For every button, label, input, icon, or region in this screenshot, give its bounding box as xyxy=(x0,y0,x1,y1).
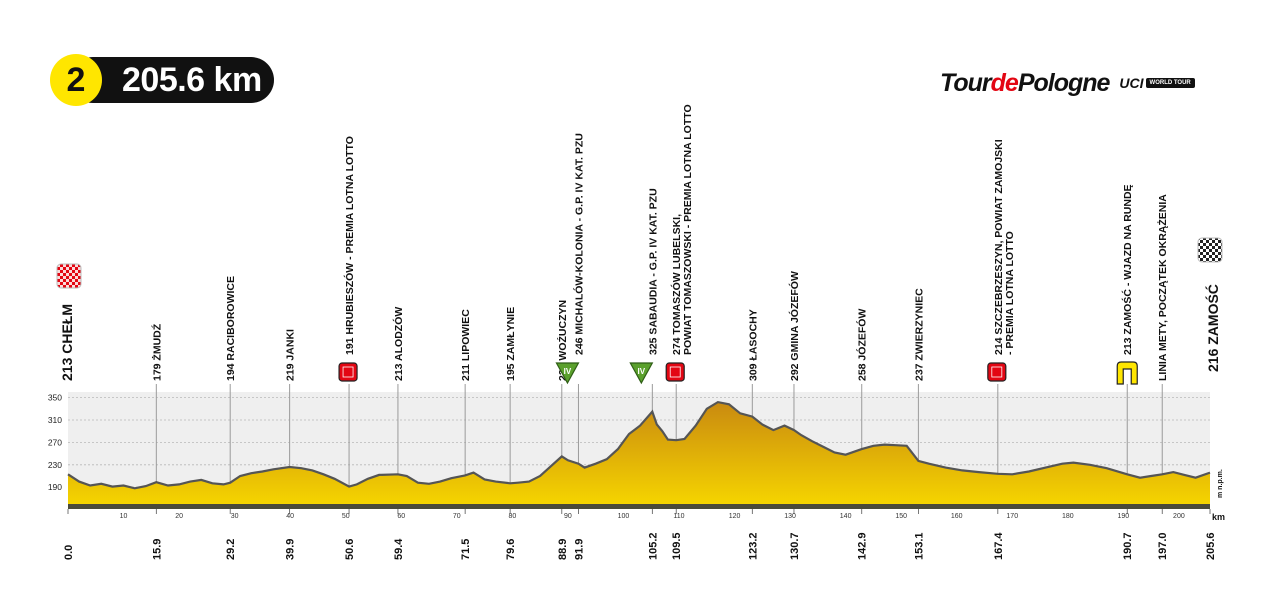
tour-de-pologne-logo: TourdePologne UCI WORLD TOUR xyxy=(940,66,1195,100)
x-tick-label: 200 xyxy=(1173,513,1185,520)
point-label: 211 LIPOWIEC xyxy=(460,309,472,381)
point-label: 274 TOMASZÓW LUBELSKI, xyxy=(670,214,683,355)
x-tick-label: 100 xyxy=(618,513,630,520)
point-label: 258 JÓZEFÓW xyxy=(856,309,869,381)
x-tick-label: 60 xyxy=(397,513,405,520)
kom-category: IV xyxy=(564,367,572,376)
point-label: 292 GMINA JÓZEFÓW xyxy=(788,271,801,381)
x-tick-label: 110 xyxy=(673,513,684,520)
logo-tour: Tour xyxy=(940,68,992,97)
kom-category: IV xyxy=(638,367,646,376)
finish-flag-icon xyxy=(1197,237,1223,263)
road-baseline xyxy=(68,504,1210,509)
sprint-marker-inner xyxy=(669,366,681,378)
km-marker-label: 91.9 xyxy=(573,539,585,560)
lap-marker xyxy=(1116,361,1138,385)
x-axis-unit: km xyxy=(1212,512,1225,522)
worldtour-badge: WORLD TOUR xyxy=(1145,78,1195,88)
km-marker-label: 105.2 xyxy=(647,532,659,560)
km-marker-label: 39.9 xyxy=(285,539,297,560)
y-axis-unit: m n.p.m. xyxy=(1217,469,1224,498)
x-tick-label: 160 xyxy=(951,513,963,520)
km-marker-label: 130.7 xyxy=(789,532,801,560)
x-tick-label: 50 xyxy=(342,513,350,520)
km-marker-label: 109.5 xyxy=(671,532,683,560)
start-finish: 213 CHEŁM 216 ZAMOŚĆ xyxy=(56,237,1223,381)
point-label: 213 ZAMOŚĆ - WJAZD NA RUNDĘ xyxy=(1121,184,1134,355)
logo-de: de xyxy=(990,68,1019,97)
x-tick-label: 120 xyxy=(729,513,741,520)
point-label: 213 ALODZÓW xyxy=(392,307,405,381)
x-tick-label: 190 xyxy=(1118,513,1130,520)
point-label-line2: POWIAT TOMASZOWSKI - PREMIA LOTNA LOTTO xyxy=(682,104,694,355)
logo-pologne: Pologne xyxy=(1017,68,1111,97)
km-marker-label: 205.6 xyxy=(1205,532,1217,560)
profile-line xyxy=(67,400,1211,490)
point-label: 214 SZCZEBRZESZYN, POWIAT ZAMOJSKI xyxy=(993,139,1005,355)
stage-badge: 2 205.6 km xyxy=(50,54,274,106)
point-label: 309 ŁASOCHY xyxy=(747,309,759,381)
x-tick-label: 90 xyxy=(564,513,572,520)
km-markers: 0.0 15.9 29.2 39.9 50.6 59.4 71.5 79.6 88.9 91.9 1… xyxy=(63,509,1217,560)
point-label: 191 HRUBIESZÓW - PREMIA LOTNA LOTTO xyxy=(343,136,356,355)
x-tick-label: 150 xyxy=(895,513,907,520)
sprint-marker-inner xyxy=(342,366,354,378)
x-tick-label: 70 xyxy=(453,513,461,520)
point-label: 232 WOŹUCZYN xyxy=(556,300,569,381)
km-marker-label: 15.9 xyxy=(151,539,163,560)
kom-marker xyxy=(629,362,654,385)
point-label: 325 SABAUDIA - G.P. IV KAT. PZU xyxy=(647,188,659,355)
y-tick-label: 270 xyxy=(48,437,62,447)
km-marker-label: 71.5 xyxy=(460,539,472,560)
y-tick-label: 190 xyxy=(48,482,62,492)
x-tick-label: 30 xyxy=(231,513,239,520)
km-marker-label: 167.4 xyxy=(993,532,1005,560)
x-tick-label: 170 xyxy=(1006,513,1018,520)
x-tick-label: 10 xyxy=(120,513,128,520)
x-tick-label: 40 xyxy=(286,513,294,520)
x-axis-ticks: 10 20 30 40 50 60 70 80 90 100 110 120 130 140 150 160 1… xyxy=(120,513,1185,520)
point-label: 194 RACIBOROWICE xyxy=(225,276,237,381)
stage-distance: 205.6 km xyxy=(122,61,262,99)
stage-number: 2 xyxy=(50,54,102,106)
route-points: 179 ŻMUDŹ 194 RACIBOROWICE 219 JANKI 191 HR… xyxy=(150,104,1169,385)
point-label: 195 ZAMŁYNIE xyxy=(505,307,517,381)
point-label: LINIA METY, POCZĄTEK OKRĄŻENIA xyxy=(1156,194,1169,381)
km-marker-label: 50.6 xyxy=(344,539,356,560)
y-axis-ticks: 190 230 270 310 350 xyxy=(48,393,62,493)
finish-label: 216 ZAMOŚĆ xyxy=(1204,284,1221,372)
uci-logo: UCI xyxy=(1119,75,1144,91)
km-marker-label: 29.2 xyxy=(225,539,237,560)
point-label: 237 ZWIERZYNIEC xyxy=(913,288,925,381)
km-marker-label: 153.1 xyxy=(913,532,925,560)
x-tick-label: 80 xyxy=(508,513,516,520)
x-tick-label: 180 xyxy=(1062,513,1074,520)
y-tick-label: 310 xyxy=(48,415,62,425)
point-label: 219 JANKI xyxy=(285,329,297,381)
y-tick-label: 350 xyxy=(48,393,62,403)
km-marker-label: 197.0 xyxy=(1157,532,1169,560)
kom-marker xyxy=(555,362,580,385)
km-marker-label: 88.9 xyxy=(557,539,569,560)
y-tick-label: 230 xyxy=(48,460,62,470)
x-tick-label: 130 xyxy=(784,513,796,520)
km-marker-label: 190.7 xyxy=(1122,532,1134,560)
km-marker-label: 123.2 xyxy=(747,532,759,560)
distance-pill xyxy=(70,57,274,103)
point-label: 246 MICHALÓW-KOLONIA - G.P. IV KAT. PZU xyxy=(572,133,585,355)
sprint-marker-inner xyxy=(991,366,1003,378)
profile-area xyxy=(68,402,1210,504)
point-label: 179 ŻMUDŹ xyxy=(150,323,163,381)
km-marker-label: 59.4 xyxy=(393,538,405,560)
x-tick-label: 140 xyxy=(840,513,852,520)
km-marker-label: 79.6 xyxy=(505,539,517,560)
km-marker-label: 0.0 xyxy=(63,545,75,560)
x-tick-label: 20 xyxy=(175,513,183,520)
start-flag-icon xyxy=(56,263,82,289)
logo-wordmark: TourdePologne xyxy=(940,68,1111,98)
point-label-line2: - PREMIA LOTNA LOTTO xyxy=(1004,231,1016,355)
km-marker-label: 142.9 xyxy=(857,532,869,560)
start-label: 213 CHEŁM xyxy=(59,304,75,381)
